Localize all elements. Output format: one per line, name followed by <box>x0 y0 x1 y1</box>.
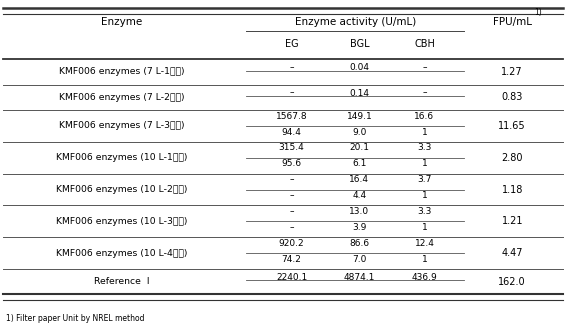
Text: 16.4: 16.4 <box>349 175 370 184</box>
Text: 11.65: 11.65 <box>499 121 526 131</box>
Text: 1.21: 1.21 <box>501 216 523 226</box>
Text: 1: 1 <box>422 128 427 137</box>
Text: –: – <box>289 63 294 72</box>
Text: 3.3: 3.3 <box>417 143 432 152</box>
Text: 1.27: 1.27 <box>501 67 523 77</box>
Text: 149.1: 149.1 <box>346 112 372 121</box>
Text: KMF006 enzymes (10 L-4회차): KMF006 enzymes (10 L-4회차) <box>56 249 187 258</box>
Text: EG: EG <box>285 39 298 49</box>
Text: CBH: CBH <box>414 39 435 49</box>
Text: 4.4: 4.4 <box>353 191 366 200</box>
Text: KMF006 enzymes (10 L-3회차): KMF006 enzymes (10 L-3회차) <box>56 217 187 226</box>
Text: 95.6: 95.6 <box>281 159 302 168</box>
Text: Enzyme activity (U/mL): Enzyme activity (U/mL) <box>294 17 416 27</box>
Text: 0.04: 0.04 <box>349 63 370 72</box>
Text: 1.18: 1.18 <box>501 185 523 194</box>
Text: 1567.8: 1567.8 <box>276 112 307 121</box>
Text: 9.0: 9.0 <box>352 128 367 137</box>
Text: 0.14: 0.14 <box>349 89 370 97</box>
Text: 2.80: 2.80 <box>501 153 523 163</box>
Text: KMF006 enzymes (10 L-1회차): KMF006 enzymes (10 L-1회차) <box>56 153 187 162</box>
Text: –: – <box>289 175 294 184</box>
Text: 6.1: 6.1 <box>352 159 367 168</box>
Text: 3.9: 3.9 <box>352 223 367 232</box>
Text: Reference  I: Reference I <box>94 277 149 286</box>
Text: 12.4: 12.4 <box>414 239 435 248</box>
Text: –: – <box>422 63 427 72</box>
Text: 13.0: 13.0 <box>349 207 370 216</box>
Text: –: – <box>289 207 294 216</box>
Text: BGL: BGL <box>350 39 369 49</box>
Text: 86.6: 86.6 <box>349 239 370 248</box>
Text: –: – <box>289 89 294 97</box>
Text: 1: 1 <box>422 255 427 264</box>
Text: 20.1: 20.1 <box>349 143 370 152</box>
Text: 3.7: 3.7 <box>417 175 432 184</box>
Text: –: – <box>289 223 294 232</box>
Text: 16.6: 16.6 <box>414 112 435 121</box>
Text: FPU/mL: FPU/mL <box>493 17 531 27</box>
Text: 315.4: 315.4 <box>278 143 305 152</box>
Text: 1: 1 <box>422 223 427 232</box>
Text: KMF006 enzymes (7 L-3회차): KMF006 enzymes (7 L-3회차) <box>59 121 185 131</box>
Text: 3.3: 3.3 <box>417 207 432 216</box>
Text: 1: 1 <box>422 159 427 168</box>
Text: KMF006 enzymes (10 L-2회차): KMF006 enzymes (10 L-2회차) <box>56 185 187 194</box>
Text: 94.4: 94.4 <box>281 128 302 137</box>
Text: 1: 1 <box>422 191 427 200</box>
Text: –: – <box>422 89 427 97</box>
Text: 4874.1: 4874.1 <box>344 273 375 282</box>
Text: 0.83: 0.83 <box>501 92 523 102</box>
Text: 162.0: 162.0 <box>499 277 526 287</box>
Text: 4.47: 4.47 <box>501 248 523 258</box>
Text: 74.2: 74.2 <box>281 255 302 264</box>
Text: 436.9: 436.9 <box>411 273 438 282</box>
Text: 920.2: 920.2 <box>278 239 305 248</box>
Text: 2240.1: 2240.1 <box>276 273 307 282</box>
Text: Enzyme: Enzyme <box>101 17 142 27</box>
Text: KMF006 enzymes (7 L-2회차): KMF006 enzymes (7 L-2회차) <box>59 93 185 102</box>
Text: 1): 1) <box>534 8 542 17</box>
Text: 7.0: 7.0 <box>352 255 367 264</box>
Text: –: – <box>289 191 294 200</box>
Text: KMF006 enzymes (7 L-1회차): KMF006 enzymes (7 L-1회차) <box>59 67 185 76</box>
Text: 1) Filter paper Unit by NREL method: 1) Filter paper Unit by NREL method <box>6 314 144 323</box>
